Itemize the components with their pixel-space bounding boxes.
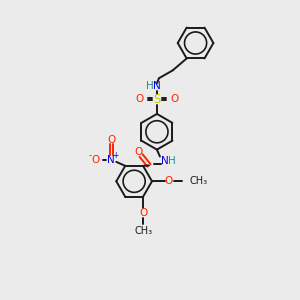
Text: N: N [161, 157, 169, 166]
Text: +: + [112, 152, 119, 160]
Text: O: O [171, 94, 179, 104]
Text: H: H [146, 81, 154, 91]
Text: O: O [134, 147, 142, 157]
Text: O: O [92, 155, 100, 165]
Text: N: N [107, 155, 115, 165]
Text: CH₃: CH₃ [190, 176, 208, 186]
Text: O: O [139, 208, 147, 218]
Text: N: N [153, 81, 161, 91]
Text: O: O [107, 135, 116, 145]
Text: O: O [135, 94, 143, 104]
Text: S: S [153, 93, 161, 106]
Text: CH₃: CH₃ [134, 226, 152, 236]
Text: H: H [168, 157, 176, 166]
Text: -: - [89, 152, 92, 160]
Text: O: O [165, 176, 173, 186]
